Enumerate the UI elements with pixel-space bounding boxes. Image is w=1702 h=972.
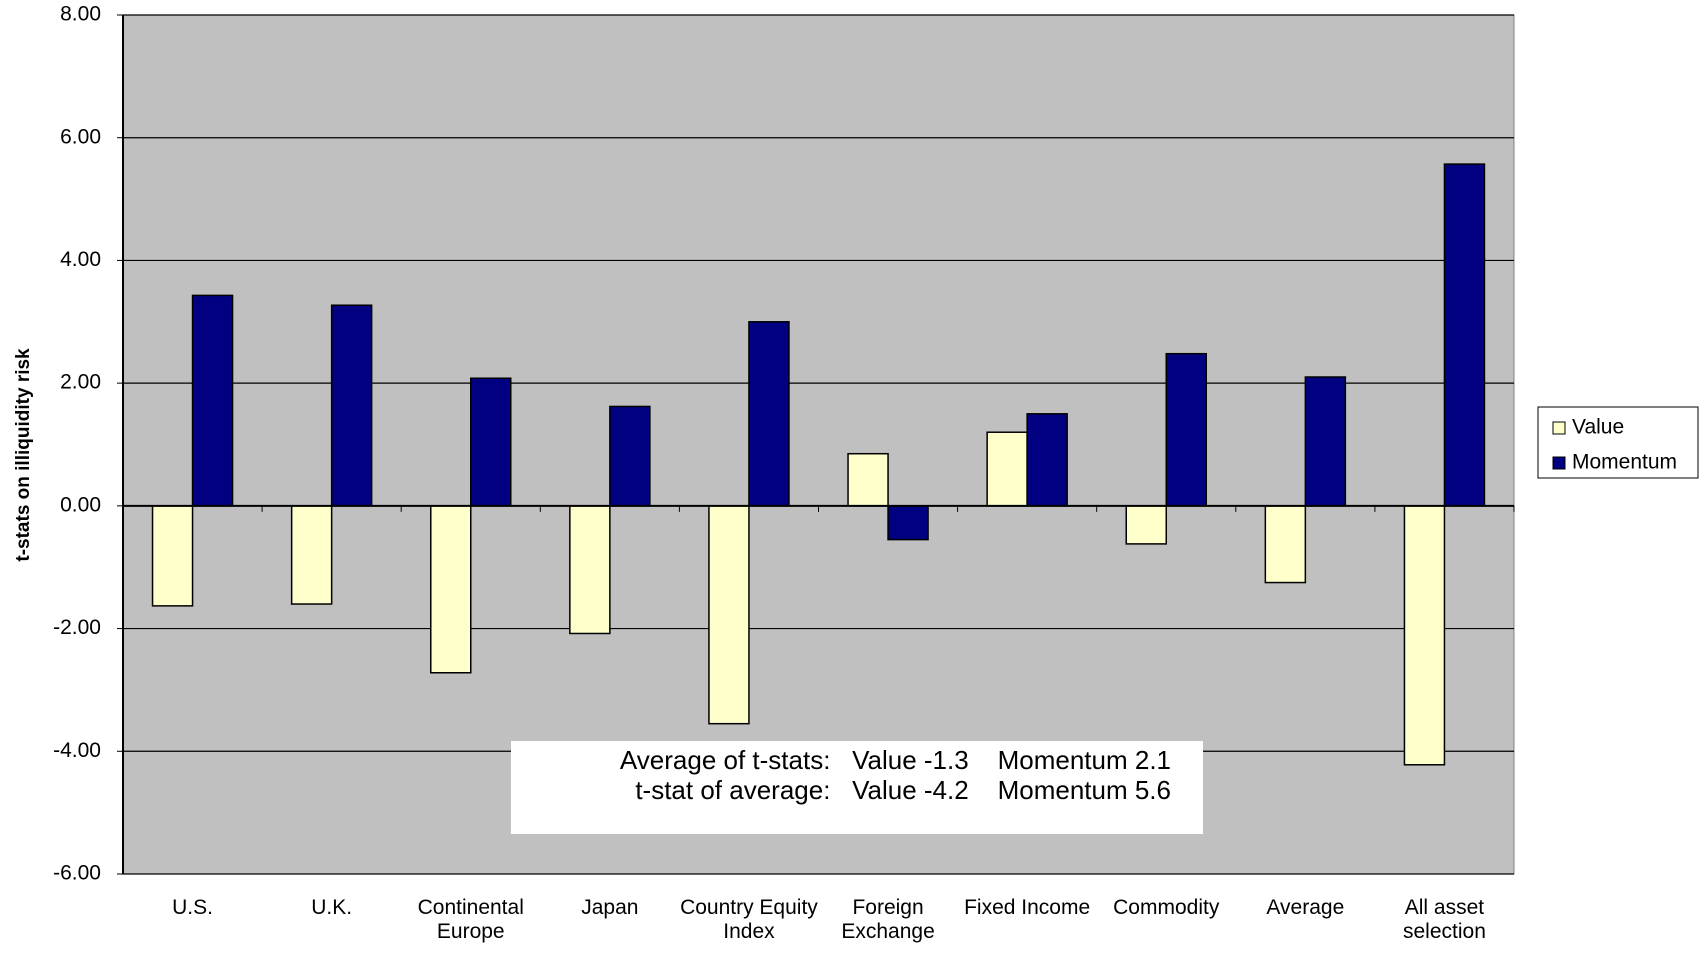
x-tick-label: U.S.	[172, 896, 213, 919]
bar	[151, 505, 194, 607]
legend-swatch	[1552, 421, 1566, 435]
y-tick-label: -6.00	[53, 862, 101, 885]
legend-label: Momentum	[1572, 451, 1677, 474]
bar	[609, 405, 651, 507]
y-tick-label: 6.00	[60, 125, 101, 148]
bar	[1443, 163, 1486, 507]
bar	[986, 431, 1028, 507]
bar	[1165, 352, 1207, 507]
x-tick-label: U.K.	[311, 896, 353, 919]
bar	[1125, 505, 1167, 545]
x-tick-label: Average	[1266, 896, 1345, 919]
bar	[290, 505, 333, 605]
bar	[708, 505, 750, 725]
bar	[887, 505, 929, 541]
legend-label: Value	[1572, 416, 1624, 439]
bar	[1026, 413, 1068, 507]
x-tick-label: Fixed Income	[964, 896, 1091, 919]
y-tick-label: 0.00	[60, 493, 101, 516]
annotation: t-stat of average: Value -4.2 Momentum 5…	[635, 775, 1171, 805]
y-tick-label: -4.00	[53, 739, 101, 762]
x-tick-label: Country Equity Index	[680, 896, 818, 943]
bar	[1264, 505, 1307, 584]
x-tick-label: Commodity	[1113, 896, 1220, 919]
bar	[430, 505, 472, 674]
bar	[748, 321, 790, 507]
legend-swatch	[1552, 456, 1566, 470]
x-tick-label: Continental Europe	[417, 896, 524, 943]
bar	[470, 377, 512, 507]
x-tick-label: Foreign Exchange	[841, 896, 935, 943]
bar	[191, 294, 234, 507]
bar	[847, 452, 889, 507]
y-tick-label: -2.00	[53, 616, 101, 639]
x-tick-label: All asset selection	[1402, 896, 1486, 943]
annotation: Average of t-stats: Value -1.3 Momentum …	[620, 745, 1171, 775]
y-tick-label: 8.00	[60, 3, 101, 26]
bar	[1403, 505, 1446, 766]
bar	[330, 304, 373, 507]
y-tick-label: 2.00	[60, 371, 101, 394]
bar	[1304, 376, 1347, 507]
y-axis-label: t-stats on illiquidity risk	[13, 348, 34, 562]
annotation-box	[511, 741, 1203, 834]
x-tick-label: Japan	[581, 896, 639, 919]
bar	[569, 505, 611, 635]
y-tick-label: 4.00	[60, 248, 101, 271]
